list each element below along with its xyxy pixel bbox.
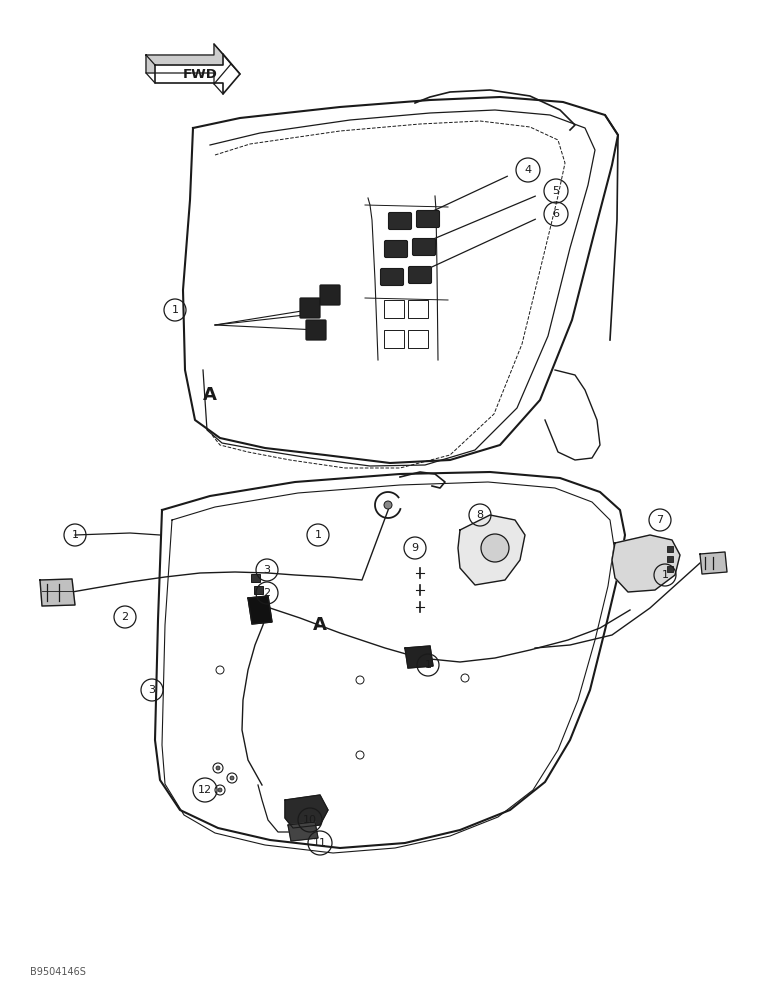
- Polygon shape: [405, 646, 433, 668]
- Polygon shape: [545, 370, 600, 460]
- Text: 8: 8: [476, 510, 483, 520]
- FancyBboxPatch shape: [381, 268, 404, 286]
- Text: 6: 6: [553, 209, 560, 219]
- Polygon shape: [155, 472, 625, 848]
- FancyBboxPatch shape: [388, 213, 411, 230]
- Bar: [667, 546, 673, 552]
- Polygon shape: [40, 579, 75, 606]
- Bar: [254, 586, 263, 594]
- Circle shape: [230, 776, 234, 780]
- Bar: [384, 330, 404, 348]
- Text: 3: 3: [148, 685, 155, 695]
- Text: 7: 7: [656, 515, 664, 525]
- Text: 1: 1: [662, 570, 669, 580]
- Polygon shape: [612, 535, 680, 592]
- Polygon shape: [285, 795, 328, 828]
- Circle shape: [216, 766, 220, 770]
- FancyBboxPatch shape: [384, 240, 408, 257]
- Text: FWD: FWD: [182, 68, 218, 81]
- Text: 9: 9: [411, 543, 418, 553]
- Text: 2: 2: [121, 612, 129, 622]
- Text: B9504146S: B9504146S: [30, 967, 86, 977]
- Text: 1: 1: [72, 530, 79, 540]
- Text: 11: 11: [313, 838, 327, 848]
- Text: 3: 3: [263, 565, 270, 575]
- Polygon shape: [155, 54, 240, 94]
- Bar: [384, 300, 404, 318]
- Polygon shape: [458, 515, 525, 585]
- Circle shape: [481, 534, 509, 562]
- FancyBboxPatch shape: [417, 211, 439, 228]
- Text: 10: 10: [303, 815, 317, 825]
- FancyBboxPatch shape: [306, 320, 326, 340]
- FancyBboxPatch shape: [412, 238, 435, 255]
- Circle shape: [384, 501, 392, 509]
- Text: A: A: [203, 386, 217, 404]
- Bar: [667, 556, 673, 562]
- Polygon shape: [248, 596, 272, 624]
- Bar: [408, 300, 428, 318]
- Text: 4: 4: [524, 165, 532, 175]
- Text: 2: 2: [263, 588, 270, 598]
- FancyBboxPatch shape: [320, 285, 340, 305]
- Text: 5: 5: [553, 186, 560, 196]
- Text: A: A: [313, 616, 327, 634]
- Bar: [251, 574, 260, 582]
- FancyBboxPatch shape: [300, 298, 320, 318]
- Bar: [408, 330, 428, 348]
- Text: 1: 1: [314, 530, 321, 540]
- Polygon shape: [183, 97, 618, 463]
- Polygon shape: [146, 44, 231, 84]
- Circle shape: [218, 788, 222, 792]
- Bar: [667, 566, 673, 572]
- Text: 12: 12: [198, 785, 212, 795]
- Text: 1: 1: [425, 660, 432, 670]
- Polygon shape: [288, 822, 318, 841]
- Text: 1: 1: [171, 305, 178, 315]
- FancyBboxPatch shape: [408, 266, 432, 284]
- Polygon shape: [700, 552, 727, 574]
